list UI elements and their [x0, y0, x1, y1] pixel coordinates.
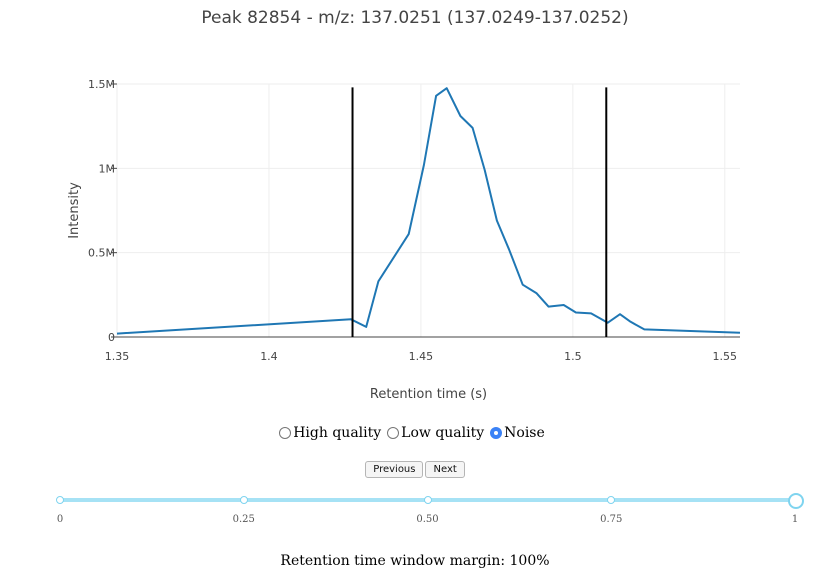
radio-label: High quality	[293, 425, 382, 441]
slider-mark-label: 0.75	[600, 514, 623, 525]
radio-button[interactable]	[490, 427, 503, 439]
slider-handle[interactable]	[788, 493, 804, 509]
y-tick-label: 1M	[99, 162, 116, 175]
x-tick-label: 1.35	[105, 350, 130, 363]
quality-option-high-quality[interactable]: High quality	[279, 425, 381, 441]
quality-radio-group: High quality Low quality Noise	[0, 425, 830, 441]
slider-step-dot[interactable]	[607, 496, 616, 504]
series-layer	[116, 87, 741, 335]
x-axis-title: Retention time (s)	[370, 387, 487, 402]
slider-mark-label: 0.25	[232, 514, 255, 525]
x-tick-label: 1.45	[409, 350, 434, 363]
slider-mark-label: 1	[791, 514, 799, 525]
slider-step-dot[interactable]	[56, 496, 64, 504]
y-tick-label: 0.5M	[88, 247, 115, 260]
slider-step-dot[interactable]	[239, 496, 248, 504]
margin-slider[interactable]: 0 0.25 0.50 0.75 1	[56, 492, 804, 532]
y-tick-label: 1.5M	[88, 78, 115, 91]
next-button[interactable]: Next	[425, 461, 465, 478]
chart-title: Peak 82854 - m/z: 137.0251 (137.0249-137…	[201, 8, 629, 28]
quality-option-noise[interactable]: Noise	[490, 425, 545, 441]
nav-buttons: Previous Next	[0, 461, 830, 478]
quality-option-low-quality[interactable]: Low quality	[387, 425, 484, 441]
radio-label: Noise	[504, 425, 545, 441]
slider-mark-label: 0.50	[416, 514, 439, 525]
previous-button[interactable]: Previous	[365, 461, 424, 478]
x-tick-label: 1.4	[260, 350, 278, 363]
grid	[116, 83, 740, 337]
series-line	[116, 87, 741, 335]
slider-step-dot[interactable]	[423, 496, 432, 504]
radio-button[interactable]	[279, 427, 292, 439]
x-tick-label: 1.55	[713, 350, 738, 363]
slider-mark-label: 0	[56, 514, 64, 525]
margin-label: Retention time window margin: 100%	[280, 553, 550, 569]
radio-label: Low quality	[401, 425, 485, 441]
radio-button[interactable]	[387, 427, 400, 439]
y-axis-title: Intensity	[67, 182, 82, 239]
x-tick-label: 1.5	[564, 350, 582, 363]
boundary-lines	[351, 87, 608, 337]
